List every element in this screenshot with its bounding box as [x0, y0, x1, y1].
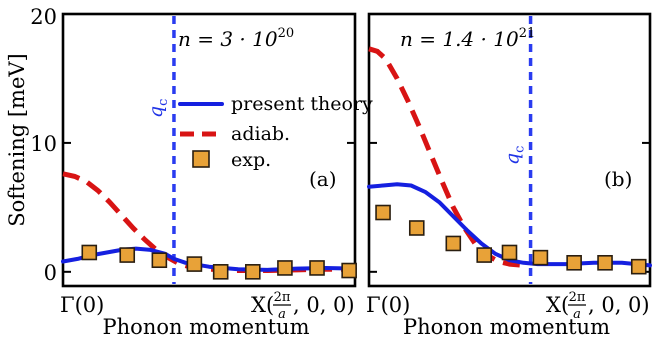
legend-label-theory: present theory [231, 93, 373, 115]
panel-b: qc n = 1.4 · 1021 (b) Γ(0) X(2π a , 0, 0)Phono… [366, 12, 652, 339]
y-tick-label-10: 10 [30, 132, 57, 156]
panel-b-x-axis-label: Phonon momentum [403, 315, 610, 339]
panel-b-label: (b) [604, 167, 632, 191]
panel-a-exp-point [245, 264, 261, 280]
y-tick-label-0: 0 [44, 261, 57, 285]
panel-b-xtick-x-tail: , 0, 0) [588, 293, 650, 317]
panel-b-xtick-gamma: Γ(0) [366, 293, 410, 317]
panel-a-label: (a) [309, 167, 337, 191]
panel-b-density-label: n = 1.4 · 1021 [400, 26, 535, 51]
panel-b-exp-point [375, 204, 391, 221]
panel-a-xtick-x-main: X( [251, 293, 274, 317]
panel-a-xtick-x: X(2π a , 0, 0) [251, 290, 355, 322]
panel-a-exp-point [151, 252, 168, 269]
panel-a-exp-point [186, 256, 203, 272]
legend-label-exp: exp. [231, 149, 271, 171]
panel-a-xtick-frac-den: a [278, 307, 286, 322]
panel-b-exp-point [476, 247, 493, 263]
panel-a-exp-point [212, 264, 229, 280]
panel-a-exp-point [81, 244, 98, 261]
panel-a-xtick-frac-num: 2π [274, 290, 291, 305]
panel-a-exp-point [309, 260, 325, 276]
y-tick-label-20: 20 [30, 5, 57, 29]
legend: present theory adiab. exp. [178, 93, 373, 171]
panel-b-series-adiab [368, 46, 524, 268]
panel-a-xtick-gamma: Γ(0) [60, 293, 104, 317]
panel-a-exp-point [277, 260, 293, 276]
panel-a-qc-label: qc [145, 99, 171, 118]
panel-b-exp-point [597, 254, 613, 271]
panel-b-exp-point [501, 244, 518, 261]
legend-swatch-exp [192, 150, 210, 168]
panel-a: qc n = 3 · 1020 (a) Γ(0) X(2π a , 0, 0)Phonon … [60, 12, 357, 339]
panel-b-xtick-frac-den: a [573, 307, 581, 322]
legend-label-adiab: adiab. [231, 123, 290, 145]
panel-b-frame [367, 12, 652, 288]
panel-b-xtick-x: X(2π a , 0, 0) [546, 290, 650, 322]
panel-b-exp-point [532, 249, 549, 266]
panel-a-x-axis-label: Phonon momentum [103, 315, 310, 339]
panel-a-frame [61, 12, 357, 288]
panel-a-density-label: n = 3 · 1020 [178, 26, 294, 51]
panel-a-exp-point [341, 262, 357, 279]
y-axis-label: Softening [meV] [5, 53, 29, 226]
panel-a-exp-point [119, 247, 136, 263]
panel-b-exp-point [445, 235, 462, 252]
panel-b-exp-point [630, 258, 647, 275]
panel-b-xtick-x-main: X( [546, 293, 569, 317]
panel-a-xtick-x-tail: , 0, 0) [293, 293, 355, 317]
panel-b-xtick-frac-num: 2π [569, 290, 586, 305]
panel-b-exp-point [408, 220, 425, 236]
panel-b-qc-label: qc [502, 146, 528, 165]
panel-b-exp-point [566, 254, 582, 271]
